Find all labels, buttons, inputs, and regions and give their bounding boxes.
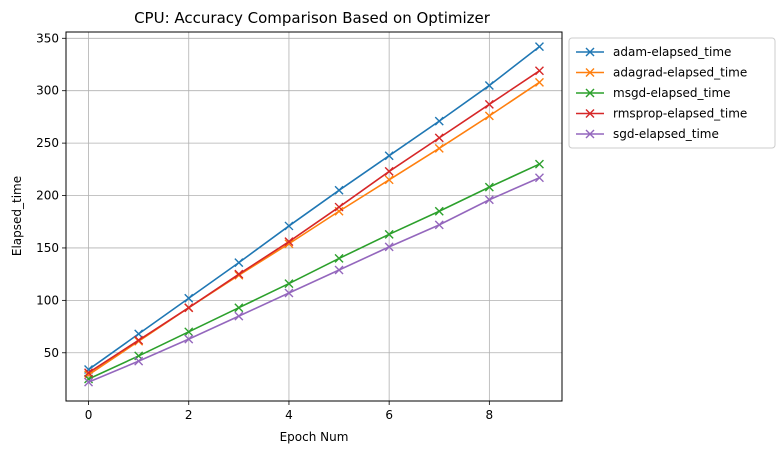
legend-label: sgd-elapsed_time — [613, 127, 719, 141]
data-point — [334, 202, 344, 212]
data-point — [334, 185, 344, 195]
data-point — [134, 335, 144, 345]
x-axis-ticks: 0 2 4 6 8 — [85, 401, 493, 422]
y-tick-label: 50 — [44, 346, 59, 360]
data-point — [484, 80, 494, 90]
series-rmsprop-elapsed_time — [84, 66, 544, 378]
x-tick-label: 6 — [385, 408, 393, 422]
chart-title: CPU: Accuracy Comparison Based on Optimi… — [134, 9, 491, 27]
data-point — [84, 377, 94, 387]
legend-entry: rmsprop-elapsed_time — [576, 107, 747, 121]
series-line — [88, 46, 540, 371]
y-tick-label: 200 — [36, 189, 59, 203]
data-point — [534, 77, 544, 87]
data-point — [284, 279, 294, 289]
data-point — [434, 206, 444, 216]
x-tick-label: 2 — [185, 408, 193, 422]
series-layer — [84, 42, 544, 387]
data-point — [284, 288, 294, 298]
series-line — [88, 176, 540, 383]
legend-marker — [585, 88, 595, 98]
legend-label: adam-elapsed_time — [613, 45, 731, 59]
data-point — [484, 111, 494, 121]
legend-marker — [585, 47, 595, 57]
legend-marker — [585, 109, 595, 118]
data-point — [284, 237, 294, 247]
legend-marker — [585, 68, 595, 77]
grid-lines — [66, 32, 562, 401]
plot-frame — [65, 31, 563, 402]
series-msgd-elapsed_time — [84, 159, 544, 384]
legend-entry: sgd-elapsed_time — [576, 127, 719, 141]
legend-label: adagrad-elapsed_time — [613, 66, 747, 80]
y-tick-label: 250 — [36, 136, 59, 150]
data-point — [134, 356, 144, 366]
data-point — [184, 334, 194, 344]
x-tick-label: 4 — [285, 408, 293, 422]
data-point — [184, 327, 194, 337]
data-point — [534, 173, 544, 183]
y-tick-label: 350 — [36, 31, 59, 45]
data-point — [284, 239, 294, 249]
data-point — [234, 311, 244, 321]
y-axis-ticks: 50 100 150 200 250 300 350 — [36, 31, 66, 360]
legend-label: msgd-elapsed_time — [613, 86, 731, 100]
data-point — [534, 42, 544, 52]
data-point — [484, 195, 494, 205]
y-tick-label: 300 — [36, 84, 59, 98]
series-adagrad-elapsed_time — [84, 77, 544, 380]
legend-entry: adam-elapsed_time — [576, 45, 731, 59]
y-tick-label: 100 — [36, 293, 59, 307]
legend-entry: msgd-elapsed_time — [576, 86, 731, 100]
legend: adam-elapsed_time adagrad-elapsed_timemsg… — [568, 37, 776, 149]
data-point — [334, 265, 344, 275]
legend-box — [568, 37, 776, 149]
legend-entry: adagrad-elapsed_time — [576, 66, 747, 80]
data-point — [184, 303, 194, 313]
series-line — [88, 70, 540, 374]
data-point — [84, 368, 94, 378]
data-point — [534, 66, 544, 76]
data-point — [484, 182, 494, 192]
series-adam-elapsed_time — [84, 42, 544, 375]
x-axis-label: Epoch Num — [280, 430, 349, 444]
y-axis-label: Elapsed_time — [10, 176, 24, 256]
data-point — [234, 269, 244, 279]
legend-label: rmsprop-elapsed_time — [613, 107, 747, 121]
data-point — [434, 220, 444, 230]
data-point — [384, 166, 394, 176]
data-point — [384, 229, 394, 239]
data-point — [384, 242, 394, 252]
series-line — [88, 163, 540, 380]
data-point — [334, 253, 344, 263]
data-point — [384, 151, 394, 161]
x-tick-label: 8 — [486, 408, 494, 422]
data-point — [434, 116, 444, 126]
y-tick-label: 150 — [36, 241, 59, 255]
data-point — [284, 221, 294, 231]
data-point — [234, 303, 244, 313]
series-line — [88, 81, 540, 376]
data-point — [234, 258, 244, 268]
data-point — [484, 99, 494, 109]
x-tick-label: 0 — [85, 408, 93, 422]
data-point — [384, 175, 394, 185]
data-point — [184, 293, 194, 303]
series-sgd-elapsed_time — [84, 173, 544, 387]
data-point — [534, 159, 544, 169]
legend-marker — [585, 129, 595, 139]
data-point — [434, 133, 444, 143]
data-point — [434, 143, 444, 153]
